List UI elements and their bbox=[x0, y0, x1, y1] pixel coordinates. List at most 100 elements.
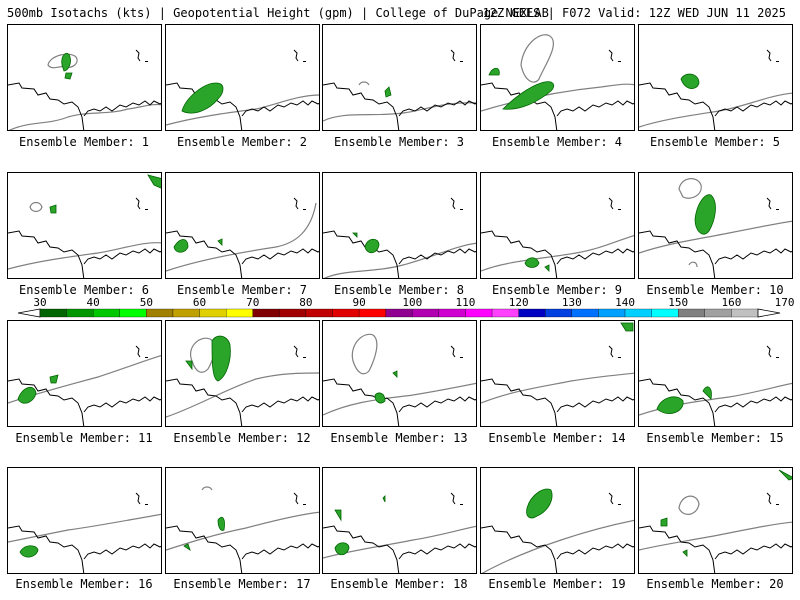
member-caption: Ensemble Member: 20 bbox=[646, 577, 784, 591]
island-outline bbox=[135, 49, 141, 62]
height-contour bbox=[481, 234, 634, 272]
isotach-fill bbox=[374, 392, 386, 404]
member-caption: Ensemble Member: 2 bbox=[176, 135, 308, 149]
island-mark bbox=[145, 209, 148, 210]
member-caption: Ensemble Member: 8 bbox=[333, 283, 465, 297]
colorbar-swatch bbox=[279, 308, 307, 318]
island-mark bbox=[776, 357, 779, 358]
isotach-fill bbox=[334, 509, 342, 522]
coastline bbox=[481, 378, 634, 426]
height-contour bbox=[166, 511, 319, 551]
isotach-fill bbox=[185, 360, 193, 371]
colorbar-swatch bbox=[332, 308, 360, 318]
coastline bbox=[8, 525, 161, 573]
isotach-fill bbox=[147, 174, 161, 189]
isotach-fill bbox=[61, 52, 71, 72]
island-outline bbox=[766, 492, 772, 505]
ensemble-panel bbox=[322, 172, 477, 279]
member-caption: Ensemble Member: 17 bbox=[173, 577, 311, 591]
colorbar-label: 160 bbox=[721, 296, 741, 309]
colorbar-swatch bbox=[119, 308, 147, 318]
isotach-colorbar: 30 40 50 60 70 80 90 100 110 120 130 140 150 160 170 bbox=[17, 296, 795, 318]
colorbar-swatch bbox=[305, 308, 333, 318]
ensemble-panel bbox=[7, 320, 162, 427]
island-outline bbox=[766, 49, 772, 62]
ensemble-panel bbox=[638, 24, 793, 131]
ensemble-panel bbox=[480, 467, 635, 574]
island-outline bbox=[766, 345, 772, 358]
ensemble-panel bbox=[322, 467, 477, 574]
height-contour bbox=[8, 242, 161, 270]
colorbar-swatch bbox=[93, 308, 120, 318]
height-contour bbox=[520, 34, 554, 83]
isotach-fill bbox=[694, 194, 716, 235]
colorbar-swatch bbox=[731, 308, 759, 318]
isotach-fill bbox=[181, 82, 224, 114]
ensemble-panel bbox=[165, 320, 320, 427]
island-mark bbox=[460, 504, 463, 505]
member-caption: Ensemble Member: 14 bbox=[488, 431, 626, 445]
colorbar-label: 100 bbox=[402, 296, 422, 309]
member-caption: Ensemble Member: 7 bbox=[176, 283, 308, 297]
ensemble-panel bbox=[165, 24, 320, 131]
coastline bbox=[639, 230, 792, 278]
colorbar-label: 130 bbox=[562, 296, 582, 309]
island-outline bbox=[293, 345, 299, 358]
run-valid-time: 12Z GEFS | F072 Valid: 12Z WED JUN 11 20… bbox=[482, 6, 786, 20]
member-caption: Ensemble Member: 1 bbox=[18, 135, 150, 149]
member-caption: Ensemble Member: 11 bbox=[15, 431, 153, 445]
island-outline bbox=[135, 345, 141, 358]
isotach-fill bbox=[680, 73, 700, 89]
colorbar-label: 30 bbox=[33, 296, 46, 309]
isotach-fill bbox=[620, 322, 634, 332]
height-contour bbox=[481, 372, 634, 404]
height-contour bbox=[29, 201, 43, 213]
coastline bbox=[481, 230, 634, 278]
height-contour bbox=[678, 178, 702, 199]
height-contour bbox=[639, 220, 792, 254]
isotach-fill bbox=[524, 257, 540, 268]
coastline bbox=[323, 525, 476, 573]
height-contour bbox=[8, 513, 161, 543]
height-contour bbox=[688, 261, 698, 268]
isotach-fill bbox=[334, 542, 350, 556]
island-mark bbox=[618, 209, 621, 210]
island-outline bbox=[293, 492, 299, 505]
isotach-fill bbox=[382, 495, 386, 503]
height-contour bbox=[166, 372, 319, 418]
colorbar-swatch bbox=[624, 308, 652, 318]
island-outline bbox=[450, 345, 456, 358]
colorbar-label: 90 bbox=[352, 296, 365, 309]
colorbar-swatch bbox=[678, 308, 705, 318]
colorbar-label: 170 bbox=[775, 296, 795, 309]
colorbar-label: 40 bbox=[87, 296, 100, 309]
island-outline bbox=[293, 49, 299, 62]
member-caption: Ensemble Member: 19 bbox=[488, 577, 626, 591]
colorbar-swatch bbox=[545, 308, 573, 318]
island-mark bbox=[776, 61, 779, 62]
member-caption: Ensemble Member: 10 bbox=[646, 283, 784, 297]
coastline bbox=[8, 378, 161, 426]
ensemble-panel bbox=[165, 467, 320, 574]
island-mark bbox=[618, 504, 621, 505]
island-outline bbox=[450, 492, 456, 505]
island-outline bbox=[608, 49, 614, 62]
map-header: 500mb Isotachs (kts) | Geopotential Heig… bbox=[0, 0, 800, 22]
colorbar-max-arrow bbox=[757, 308, 781, 318]
colorbar-min-arrow bbox=[17, 308, 41, 318]
colorbar-swatch bbox=[39, 308, 67, 318]
isotach-fill bbox=[392, 370, 398, 378]
isotach-fill bbox=[364, 238, 380, 254]
island-mark bbox=[776, 504, 779, 505]
island-outline bbox=[450, 197, 456, 210]
ensemble-panel bbox=[638, 320, 793, 427]
isotach-fill bbox=[211, 335, 231, 382]
island-mark bbox=[145, 61, 148, 62]
coastline bbox=[639, 378, 792, 426]
island-mark bbox=[303, 209, 306, 210]
map-title: 500mb Isotachs (kts) | Geopotential Heig… bbox=[7, 6, 549, 20]
coastline bbox=[8, 230, 161, 278]
isotach-fill bbox=[502, 81, 555, 110]
isotach-fill bbox=[173, 239, 189, 253]
height-contour bbox=[639, 92, 792, 128]
